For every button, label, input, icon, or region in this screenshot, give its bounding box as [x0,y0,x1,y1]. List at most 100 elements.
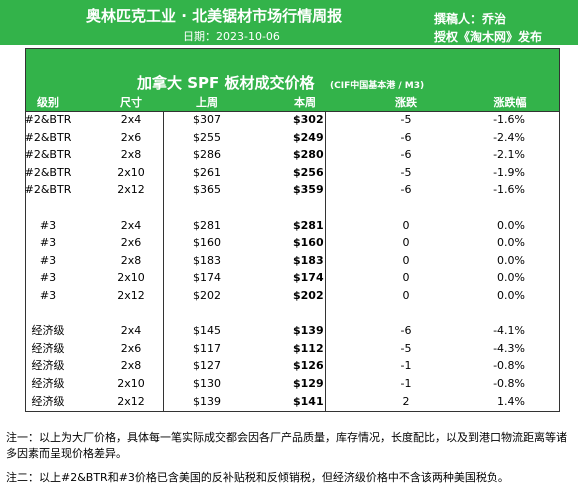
last-week: $365 [193,183,221,197]
change: -6 [400,324,412,338]
grade: #3 [39,289,57,302]
change-pct: -0.8% [493,377,525,390]
this-week: $160 [293,236,324,250]
grade: 经济级 [31,341,65,355]
column-header: 级别 [37,96,59,109]
note: 注二：以上#2&BTR和#3价格已含美国的反补贴税和反倾销税，但经济级价格中不含… [6,471,509,484]
this-week: $281 [293,218,324,232]
change: 0 [402,236,410,250]
last-week: $307 [193,113,221,126]
size: 2x12 [117,394,145,408]
license: 授权《淘木网》发布 [434,30,543,44]
change-pct: 0.0% [497,271,525,285]
change-pct: -2.1% [493,148,525,162]
change-pct: -1.6% [493,183,525,197]
change-pct: -2.4% [493,130,525,144]
author: 撰稿人：乔治 [434,12,507,26]
last-week: $255 [193,130,221,144]
last-week: $139 [193,394,221,408]
this-week: $183 [293,253,324,267]
this-week: $129 [293,377,324,390]
report-title: 奥林匹克工业 · 北美锯材市场行情周报 [86,7,343,25]
change: 0 [402,271,410,285]
header-band [0,0,578,45]
size: 2x10 [117,271,145,285]
last-week: $286 [193,148,221,162]
change-pct: -0.8% [493,359,525,373]
last-week: $127 [193,359,221,373]
size: 2x6 [120,130,142,144]
change-pct: -1.6% [493,113,525,126]
last-week: $202 [193,289,221,302]
grade: #2&BTR [24,130,72,144]
size: 2x8 [120,148,142,162]
this-week: $112 [293,341,324,355]
change: -6 [400,148,412,162]
this-week: $202 [293,289,324,302]
last-week: $174 [193,271,221,285]
grade: #3 [39,218,57,232]
change: -1 [400,377,412,390]
change-pct: -1.9% [493,165,525,179]
change-pct: 0.0% [497,289,525,302]
this-week: $139 [293,324,324,338]
grade: 经济级 [31,394,65,408]
column-header: 上周 [196,96,218,109]
size: 2x8 [120,359,142,373]
size: 2x12 [117,289,145,302]
table-unit: (CIF中国基本港 / M3) [330,81,425,91]
grade: #3 [39,271,57,285]
last-week: $117 [193,341,221,355]
change-pct: 0.0% [497,236,525,250]
column-header: 尺寸 [120,96,142,109]
size: 2x4 [120,324,142,338]
size: 2x4 [120,218,142,232]
change-pct: 0.0% [497,253,525,267]
last-week: $261 [193,165,221,179]
change: -6 [400,130,412,144]
column-header: 本周 [294,96,316,109]
change-pct: 1.4% [497,394,525,408]
change: 0 [402,218,410,232]
change: -5 [400,341,412,355]
grade: 经济级 [31,324,65,338]
change-pct: -4.3% [493,341,525,355]
change: 0 [402,253,410,267]
change-pct: 0.0% [497,218,525,232]
this-week: $359 [293,183,324,197]
change: 0 [402,289,410,302]
column-header: 涨跌幅 [493,96,527,109]
change: -6 [400,183,412,197]
grade: #3 [39,253,57,267]
this-week: $141 [293,394,324,408]
column-divider [163,112,164,412]
this-week: $126 [293,359,324,373]
size: 2x6 [120,341,142,355]
change: -5 [400,165,412,179]
this-week: $302 [293,113,324,126]
this-week: $249 [293,130,324,144]
grade: #2&BTR [24,113,72,126]
grade: #2&BTR [24,183,72,197]
last-week: $281 [193,218,221,232]
change: -1 [400,359,412,373]
size: 2x10 [117,165,145,179]
report-date: 日期：2023-10-06 [183,30,280,43]
this-week: $174 [293,271,324,285]
size: 2x6 [120,236,142,250]
last-week: $145 [193,324,221,338]
table-header-band [25,48,560,112]
change: 2 [402,394,410,408]
size: 2x4 [120,113,142,126]
last-week: $183 [193,253,221,267]
note: 注一：以上为大厂价格，具体每一笔实际成交都会因各厂产品质量，库存情况，长度配比，… [6,431,567,460]
column-divider [325,112,326,412]
last-week: $160 [193,236,221,250]
grade: #2&BTR [24,148,72,162]
last-week: $130 [193,377,221,390]
grade: #2&BTR [24,165,72,179]
grade: 经济级 [31,377,65,390]
this-week: $280 [293,148,324,162]
size: 2x8 [120,253,142,267]
